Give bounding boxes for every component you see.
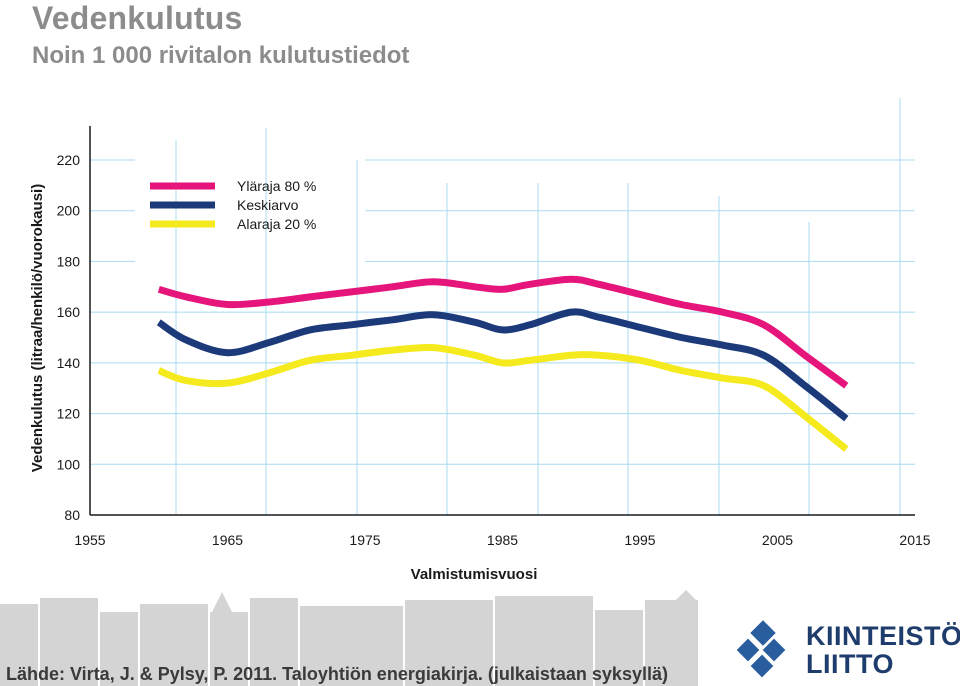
brand-line-1: KIINTEISTÖ — [806, 621, 960, 651]
y-tick-label: 180 — [57, 253, 81, 269]
y-axis-label: Vedenkulutus (litraa/henkilö/vuorokausi) — [29, 184, 46, 472]
chart-series — [156, 275, 849, 452]
y-tick-label: 100 — [57, 456, 81, 472]
brand-name: KIINTEISTÖ LIITTO — [806, 622, 960, 678]
series-line-1 — [157, 275, 849, 389]
skyline-building — [300, 606, 403, 686]
skyline-spire — [212, 592, 232, 612]
skyline-building — [140, 604, 208, 686]
y-tick-label: 220 — [57, 152, 81, 168]
chart-axes: 220 200 180 160 140 120 100 80 1955 1965 1975 1985 1… — [57, 126, 931, 548]
skyline-building — [405, 600, 493, 686]
skyline-building — [40, 598, 98, 686]
diamond-logo-icon — [736, 620, 786, 678]
y-tick-label: 80 — [64, 507, 80, 523]
legend-label: Alaraja 20 % — [237, 216, 316, 232]
series-line-3 — [157, 343, 849, 452]
kiinteistoliitto-logo: KIINTEISTÖ LIITTO — [736, 618, 960, 682]
y-tick-label: 160 — [57, 304, 81, 320]
x-tick-label: 1965 — [212, 532, 243, 548]
skyline-building — [0, 604, 38, 686]
brand-line-2: LIITTO — [806, 649, 894, 679]
x-tick-label: 1995 — [624, 532, 655, 548]
x-tick-label: 2015 — [899, 532, 930, 548]
legend-label: Keskiarvo — [237, 197, 299, 213]
source-citation: Lähde: Virta, J. & Pylsy, P. 2011. Taloy… — [6, 664, 668, 684]
skyline-building — [595, 610, 643, 686]
chart-grid — [90, 98, 915, 515]
page-title: Vedenkulutus — [32, 0, 243, 36]
skyline-building — [100, 612, 138, 686]
x-tick-label: 1985 — [487, 532, 518, 548]
x-tick-label: 1975 — [349, 532, 380, 548]
skyline-spire — [676, 590, 696, 600]
page-subtitle: Noin 1 000 rivitalon kulutustiedot — [32, 42, 410, 69]
y-tick-label: 140 — [57, 355, 81, 371]
y-tick-label: 200 — [57, 203, 81, 219]
skyline-building — [250, 598, 298, 686]
skyline-building — [645, 600, 698, 686]
legend-label: Yläraja 80 % — [237, 178, 316, 194]
skyline-building — [495, 596, 593, 686]
chart-legend: Yläraja 80 % Keskiarvo Alaraja 20 % — [150, 178, 316, 232]
x-tick-label: 1955 — [74, 532, 105, 548]
x-axis-label: Valmistumisvuosi — [411, 566, 538, 583]
y-tick-label: 120 — [57, 406, 81, 422]
series-line-2 — [156, 308, 849, 422]
x-tick-label: 2005 — [762, 532, 793, 548]
skyline-building — [210, 612, 248, 686]
city-skyline-illustration — [0, 590, 698, 686]
